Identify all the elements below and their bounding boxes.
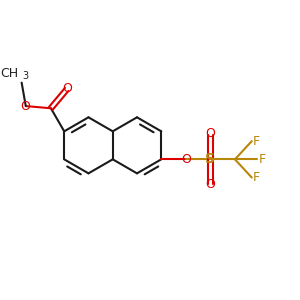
Text: S: S — [205, 152, 215, 166]
Text: CH: CH — [1, 67, 19, 80]
Text: O: O — [20, 100, 30, 112]
Text: O: O — [206, 127, 215, 140]
Text: F: F — [253, 135, 260, 148]
Text: 3: 3 — [22, 71, 29, 81]
Text: O: O — [63, 82, 73, 95]
Text: F: F — [259, 153, 266, 166]
Text: F: F — [253, 171, 260, 184]
Text: O: O — [206, 178, 215, 191]
Text: O: O — [182, 153, 191, 166]
